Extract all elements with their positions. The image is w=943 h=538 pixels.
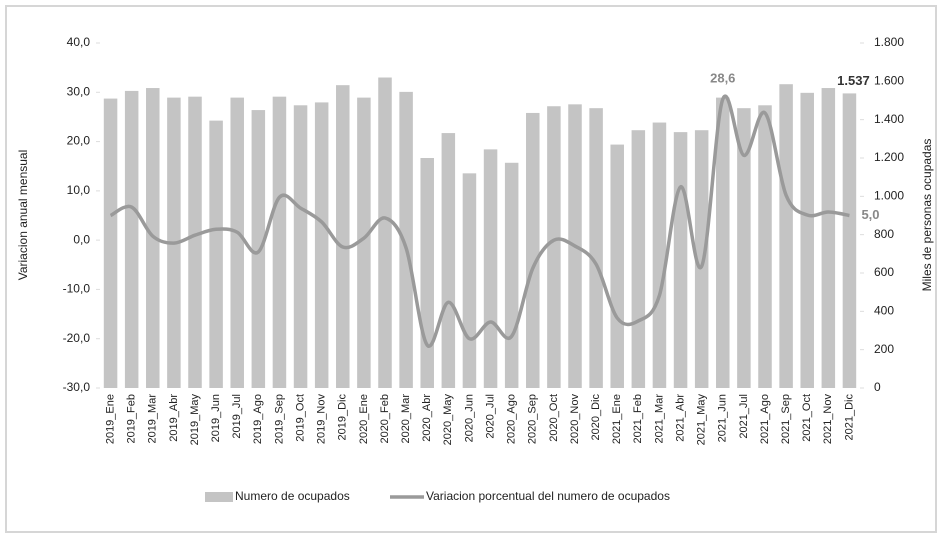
y-tick-label: -20,0: [63, 331, 91, 345]
x-tick-label: 2021_Sep: [780, 394, 792, 444]
legend-label: Variacion porcentual del numero de ocupa…: [426, 489, 670, 503]
bar: [821, 88, 836, 389]
bar: [188, 96, 202, 389]
bar: [694, 130, 709, 389]
y2-tick-label: 1.600: [874, 74, 904, 88]
bar: [842, 93, 857, 389]
bar: [124, 90, 139, 389]
y-tick-label: 20,0: [67, 134, 91, 148]
y2-tick-label: 1.200: [874, 150, 904, 164]
bar: [631, 130, 646, 389]
y-tick-label: -30,0: [63, 380, 91, 394]
x-tick-label: 2020_Nov: [569, 394, 581, 445]
x-tick-label: 2019_Oct: [294, 394, 306, 442]
line: [109, 94, 850, 348]
bar: [251, 110, 266, 388]
y-axis-label: Variacion anual mensual: [16, 150, 30, 281]
x-tick-label: 2020_Jun: [463, 394, 475, 442]
y-tick-label: 10,0: [67, 183, 91, 197]
x-tick-label: 2020_Abr: [421, 394, 433, 442]
x-tick-label: 2021_Jul: [738, 394, 750, 439]
x-tick-label: 2020_Feb: [379, 394, 391, 444]
x-tick-label: 2021_Feb: [632, 394, 644, 444]
x-tick-label: 2019_Feb: [126, 394, 138, 444]
x-tick-label: 2019_Dic: [337, 394, 349, 441]
bar: [272, 96, 287, 389]
y2-tick-label: 200: [874, 342, 894, 356]
y2-tick-label: 800: [874, 227, 894, 241]
bar: [716, 97, 730, 388]
x-tick-label: 2020_Jul: [484, 394, 496, 439]
bar: [314, 102, 329, 389]
bar: [737, 108, 751, 389]
x-tick-label: 2019_Jun: [210, 394, 222, 442]
bar: [230, 97, 244, 388]
x-tick-label: 2020_Sep: [527, 394, 539, 444]
y-tick-label: -10,0: [63, 282, 91, 296]
x-tick-label: 2021_Jun: [717, 394, 729, 442]
x-tick-label: 2020_May: [442, 394, 454, 446]
bar: [779, 84, 793, 388]
data-label: 1.537: [837, 73, 870, 88]
x-tick-label: 2019_Mar: [147, 394, 159, 444]
bar: [526, 112, 540, 388]
bar: [483, 149, 498, 388]
data-label: 5,0: [861, 207, 879, 222]
x-tick-label: 2020_Ago: [506, 394, 518, 444]
bar: [441, 133, 456, 388]
bar: [103, 98, 118, 388]
data-label: 28,6: [710, 71, 735, 86]
x-tick-label: 2019_Ago: [252, 394, 264, 444]
y2-tick-label: 1.400: [874, 112, 904, 126]
y-tick-label: 0,0: [73, 232, 90, 246]
x-tick-label: 2021_Ene: [611, 394, 623, 444]
bar: [357, 97, 371, 388]
legend-label: Numero de ocupados: [235, 489, 350, 503]
x-tick-label: 2021_Oct: [801, 394, 813, 442]
y-tick-label: 30,0: [67, 84, 91, 98]
y2-tick-label: 1.800: [874, 35, 904, 49]
x-tick-label: 2021_Nov: [822, 394, 834, 445]
x-tick-label: 2019_Nov: [316, 394, 328, 445]
bar: [758, 105, 772, 389]
x-tick-label: 2020_Mar: [400, 394, 412, 444]
x-tick-label: 2021_Mar: [653, 394, 665, 444]
bar: [462, 173, 477, 388]
x-tick-label: 2021_May: [696, 394, 708, 446]
bar: [209, 120, 223, 388]
bar: [800, 92, 814, 388]
x-tick-label: 2019_Jul: [231, 394, 243, 439]
bar: [504, 162, 519, 388]
y2-axis-label: Miles de personas ocupadas: [920, 139, 934, 292]
y2-tick-label: 0: [874, 380, 881, 394]
y2-tick-label: 400: [874, 304, 894, 318]
y-tick-label: 40,0: [67, 35, 91, 49]
x-tick-label: 2019_May: [189, 394, 201, 446]
x-tick-label: 2019_Ene: [104, 394, 116, 444]
bar: [589, 108, 603, 389]
x-tick-label: 2021_Ago: [759, 394, 771, 444]
bar: [673, 132, 688, 388]
legend-swatch: [205, 492, 233, 502]
x-tick-label: 2019_Abr: [168, 394, 180, 442]
x-tick-label: 2019_Sep: [273, 394, 285, 444]
x-tick-label: 2021_Abr: [674, 394, 686, 442]
bar: [547, 106, 561, 388]
y2-tick-label: 600: [874, 265, 894, 279]
bar: [378, 77, 392, 388]
bar: [336, 85, 350, 389]
bar: [420, 158, 434, 388]
x-tick-label: 2020_Dic: [590, 394, 602, 441]
x-tick-label: 2020_Oct: [548, 394, 560, 442]
x-tick-label: 2021_Dic: [843, 394, 855, 441]
bar: [652, 122, 667, 389]
x-tick-label: 2020_Ene: [358, 394, 370, 444]
y2-tick-label: 1.000: [874, 189, 904, 203]
bar: [399, 91, 413, 388]
bar: [610, 144, 624, 388]
bar: [293, 105, 308, 389]
